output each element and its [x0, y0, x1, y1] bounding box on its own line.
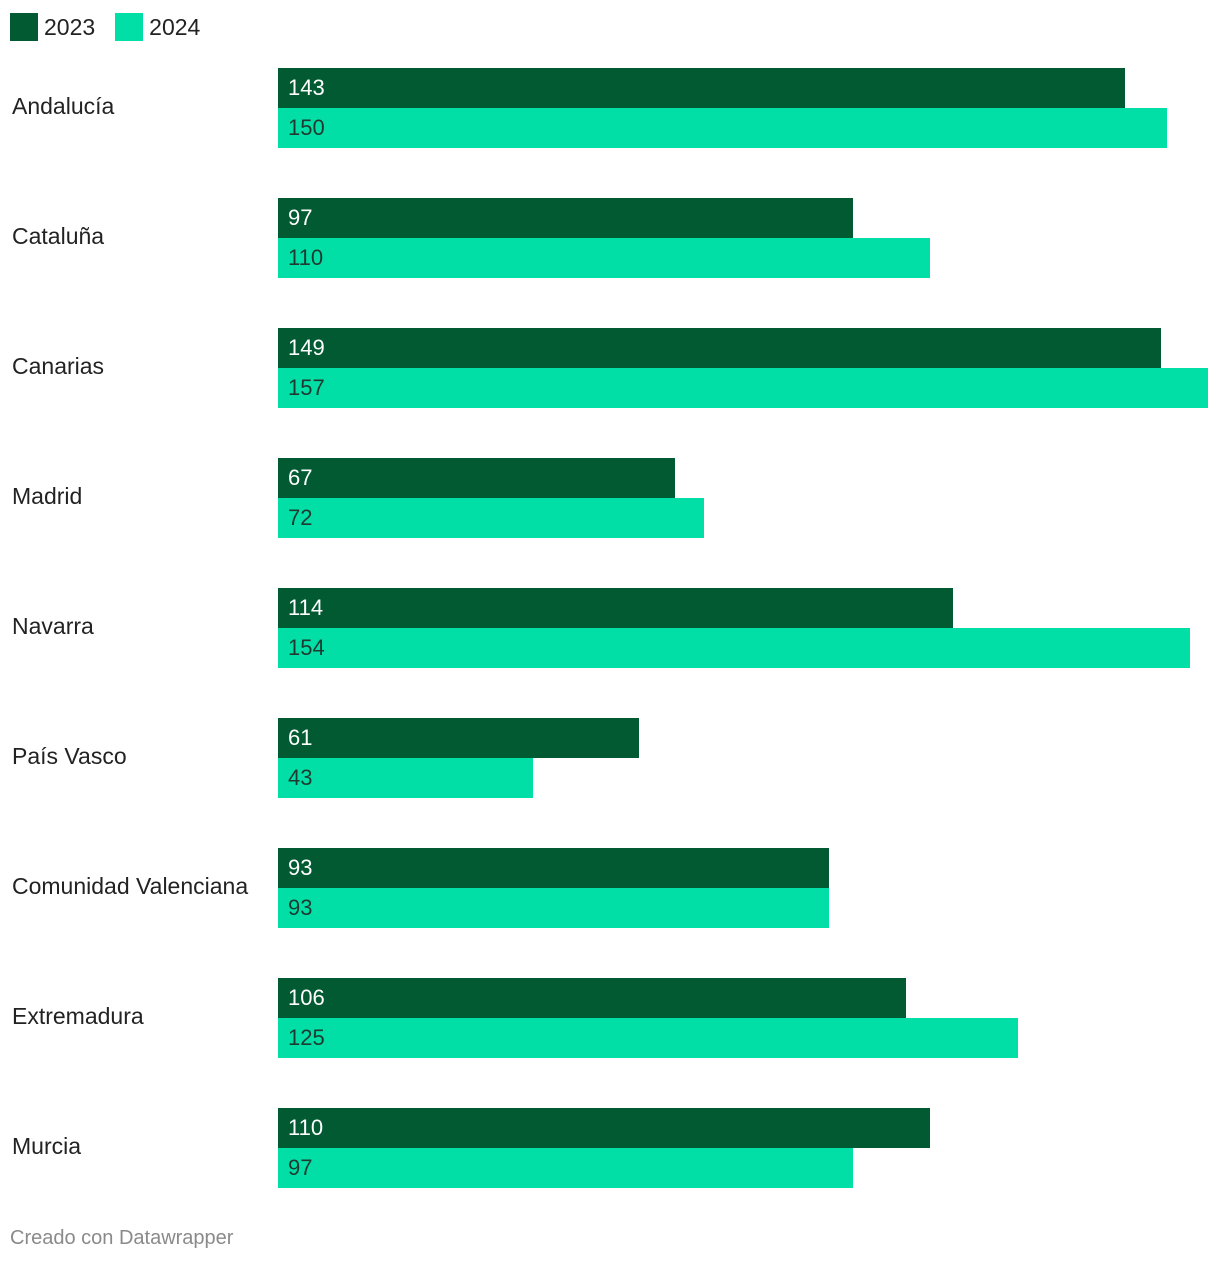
chart-legend: 2023 2024 — [10, 12, 220, 42]
legend-label-2023: 2023 — [44, 14, 96, 40]
bar-canarias-2023 — [278, 328, 1161, 368]
bar-pais-vasco-2024 — [278, 758, 533, 798]
bar-pais-vasco-2023 — [278, 718, 639, 758]
category-label-canarias: Canarias — [12, 353, 104, 379]
bar-cataluna-2024 — [278, 238, 930, 278]
bar-comunidad-valenciana-2023 — [278, 848, 829, 888]
bar-group-cataluna: Cataluña 97 110 — [12, 198, 930, 278]
bar-navarra-2024 — [278, 628, 1190, 668]
data-label-cataluna-2024: 110 — [288, 245, 323, 270]
legend-item-2024: 2024 — [115, 13, 200, 41]
data-label-navarra-2024: 154 — [288, 635, 325, 660]
data-label-extremadura-2023: 106 — [288, 985, 325, 1010]
data-label-madrid-2023: 67 — [288, 465, 312, 490]
bar-group-madrid: Madrid 67 72 — [12, 458, 704, 538]
bar-canarias-2024 — [278, 368, 1208, 408]
data-label-canarias-2024: 157 — [288, 375, 325, 400]
bar-group-andalucia: Andalucía 143 150 — [12, 68, 1167, 148]
data-label-andalucia-2024: 150 — [288, 115, 325, 140]
bar-comunidad-valenciana-2024 — [278, 888, 829, 928]
category-label-madrid: Madrid — [12, 483, 82, 509]
data-label-navarra-2023: 114 — [288, 595, 323, 620]
bar-group-pais-vasco: País Vasco 61 43 — [12, 718, 639, 798]
data-label-pais-vasco-2023: 61 — [288, 725, 312, 750]
bar-group-canarias: Canarias 149 157 — [12, 328, 1208, 408]
data-label-murcia-2023: 110 — [288, 1115, 323, 1140]
bar-andalucia-2024 — [278, 108, 1167, 148]
bar-madrid-2023 — [278, 458, 675, 498]
bar-madrid-2024 — [278, 498, 704, 538]
category-label-cataluna: Cataluña — [12, 223, 104, 249]
legend-label-2024: 2024 — [149, 14, 201, 40]
bar-group-extremadura: Extremadura 106 125 — [12, 978, 1018, 1058]
footer-credit: Creado con Datawrapper — [10, 1227, 234, 1249]
data-label-pais-vasco-2024: 43 — [288, 765, 312, 790]
data-label-madrid-2024: 72 — [288, 505, 312, 530]
bar-murcia-2024 — [278, 1148, 853, 1188]
bar-extremadura-2024 — [278, 1018, 1018, 1058]
data-label-extremadura-2024: 125 — [288, 1025, 325, 1050]
category-label-murcia: Murcia — [12, 1133, 81, 1159]
bar-chart: Andalucía 143 150 Cataluña 97 110 Canarias 149 1… — [12, 68, 1208, 1188]
category-label-extremadura: Extremadura — [12, 1003, 144, 1029]
data-label-murcia-2024: 97 — [288, 1155, 312, 1180]
data-label-comunidad-valenciana-2023: 93 — [288, 855, 312, 880]
data-label-andalucia-2023: 143 — [288, 75, 325, 100]
bar-group-comunidad-valenciana: Comunidad Valenciana 93 93 — [12, 848, 829, 928]
legend-item-2023: 2023 — [10, 13, 95, 41]
category-label-comunidad-valenciana: Comunidad Valenciana — [12, 873, 248, 899]
bar-murcia-2023 — [278, 1108, 930, 1148]
category-label-pais-vasco: País Vasco — [12, 743, 127, 769]
bar-cataluna-2023 — [278, 198, 853, 238]
category-label-andalucia: Andalucía — [12, 93, 115, 119]
bar-extremadura-2023 — [278, 978, 906, 1018]
bar-group-navarra: Navarra 114 154 — [12, 588, 1190, 668]
bar-group-murcia: Murcia 110 97 — [12, 1108, 930, 1188]
bar-andalucia-2023 — [278, 68, 1125, 108]
category-label-navarra: Navarra — [12, 613, 94, 639]
data-label-canarias-2023: 149 — [288, 335, 325, 360]
data-label-cataluna-2023: 97 — [288, 205, 312, 230]
data-label-comunidad-valenciana-2024: 93 — [288, 895, 312, 920]
legend-swatch-2024 — [115, 13, 144, 41]
legend-swatch-2023 — [10, 13, 38, 41]
bar-navarra-2023 — [278, 588, 953, 628]
